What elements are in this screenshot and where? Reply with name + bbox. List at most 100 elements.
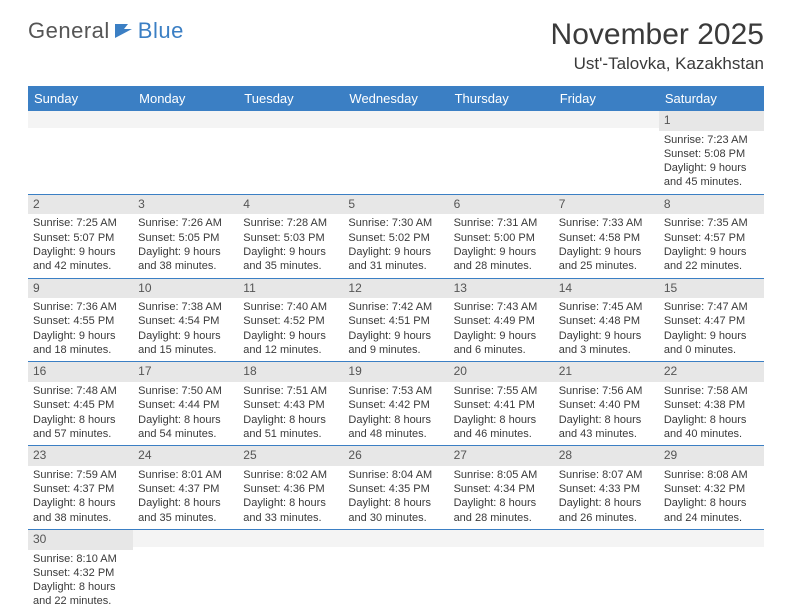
day-details: Sunrise: 7:50 AMSunset: 4:44 PMDaylight:…	[133, 382, 238, 445]
flag-icon	[114, 22, 136, 40]
calendar-cell: 2Sunrise: 7:25 AMSunset: 5:07 PMDaylight…	[28, 194, 133, 278]
empty-day-header	[659, 530, 764, 547]
day-number: 7	[554, 195, 659, 215]
daylight-text: Daylight: 9 hours and 6 minutes.	[454, 329, 549, 358]
sunrise-text: Sunrise: 7:23 AM	[664, 133, 759, 147]
day-details: Sunrise: 7:28 AMSunset: 5:03 PMDaylight:…	[238, 214, 343, 277]
sunrise-text: Sunrise: 8:02 AM	[243, 468, 338, 482]
daylight-text: Daylight: 8 hours and 24 minutes.	[664, 496, 759, 525]
day-number: 8	[659, 195, 764, 215]
calendar-week-row: 1Sunrise: 7:23 AMSunset: 5:08 PMDaylight…	[28, 111, 764, 194]
sunset-text: Sunset: 4:47 PM	[664, 314, 759, 328]
day-details: Sunrise: 7:56 AMSunset: 4:40 PMDaylight:…	[554, 382, 659, 445]
daylight-text: Daylight: 8 hours and 40 minutes.	[664, 413, 759, 442]
sunset-text: Sunset: 5:05 PM	[138, 231, 233, 245]
sunrise-text: Sunrise: 8:10 AM	[33, 552, 128, 566]
day-number: 25	[238, 446, 343, 466]
calendar-cell: 26Sunrise: 8:04 AMSunset: 4:35 PMDayligh…	[343, 446, 448, 530]
day-number: 1	[659, 111, 764, 131]
daylight-text: Daylight: 9 hours and 35 minutes.	[243, 245, 338, 274]
daylight-text: Daylight: 8 hours and 57 minutes.	[33, 413, 128, 442]
daylight-text: Daylight: 8 hours and 38 minutes.	[33, 496, 128, 525]
day-details: Sunrise: 8:05 AMSunset: 4:34 PMDaylight:…	[449, 466, 554, 529]
day-number: 10	[133, 279, 238, 299]
calendar-cell: 5Sunrise: 7:30 AMSunset: 5:02 PMDaylight…	[343, 194, 448, 278]
calendar-cell: 30Sunrise: 8:10 AMSunset: 4:32 PMDayligh…	[28, 529, 133, 612]
day-details: Sunrise: 7:38 AMSunset: 4:54 PMDaylight:…	[133, 298, 238, 361]
weekday-header: Saturday	[659, 86, 764, 111]
day-number: 9	[28, 279, 133, 299]
day-number: 14	[554, 279, 659, 299]
sunrise-text: Sunrise: 7:47 AM	[664, 300, 759, 314]
sunset-text: Sunset: 4:49 PM	[454, 314, 549, 328]
day-number: 6	[449, 195, 554, 215]
day-number: 2	[28, 195, 133, 215]
sunset-text: Sunset: 4:35 PM	[348, 482, 443, 496]
weekday-header: Friday	[554, 86, 659, 111]
sunset-text: Sunset: 4:57 PM	[664, 231, 759, 245]
calendar-cell: 27Sunrise: 8:05 AMSunset: 4:34 PMDayligh…	[449, 446, 554, 530]
day-details: Sunrise: 7:48 AMSunset: 4:45 PMDaylight:…	[28, 382, 133, 445]
sunrise-text: Sunrise: 7:35 AM	[664, 216, 759, 230]
calendar-cell: 23Sunrise: 7:59 AMSunset: 4:37 PMDayligh…	[28, 446, 133, 530]
daylight-text: Daylight: 8 hours and 35 minutes.	[138, 496, 233, 525]
weekday-header: Tuesday	[238, 86, 343, 111]
day-number: 3	[133, 195, 238, 215]
empty-day-header	[28, 111, 133, 128]
sunset-text: Sunset: 4:37 PM	[138, 482, 233, 496]
calendar-cell: 20Sunrise: 7:55 AMSunset: 4:41 PMDayligh…	[449, 362, 554, 446]
calendar-cell	[449, 111, 554, 194]
calendar-cell	[238, 529, 343, 612]
sunset-text: Sunset: 5:08 PM	[664, 147, 759, 161]
day-details: Sunrise: 8:02 AMSunset: 4:36 PMDaylight:…	[238, 466, 343, 529]
day-details: Sunrise: 7:23 AMSunset: 5:08 PMDaylight:…	[659, 131, 764, 194]
calendar-cell	[449, 529, 554, 612]
calendar-cell	[659, 529, 764, 612]
sunset-text: Sunset: 4:34 PM	[454, 482, 549, 496]
day-number: 22	[659, 362, 764, 382]
day-number: 23	[28, 446, 133, 466]
calendar-cell: 19Sunrise: 7:53 AMSunset: 4:42 PMDayligh…	[343, 362, 448, 446]
sunset-text: Sunset: 4:55 PM	[33, 314, 128, 328]
sunrise-text: Sunrise: 7:59 AM	[33, 468, 128, 482]
daylight-text: Daylight: 8 hours and 28 minutes.	[454, 496, 549, 525]
calendar-cell: 15Sunrise: 7:47 AMSunset: 4:47 PMDayligh…	[659, 278, 764, 362]
day-details: Sunrise: 7:33 AMSunset: 4:58 PMDaylight:…	[554, 214, 659, 277]
calendar-cell: 9Sunrise: 7:36 AMSunset: 4:55 PMDaylight…	[28, 278, 133, 362]
sunset-text: Sunset: 4:52 PM	[243, 314, 338, 328]
sunrise-text: Sunrise: 8:01 AM	[138, 468, 233, 482]
month-title: November 2025	[551, 18, 764, 52]
sunset-text: Sunset: 4:36 PM	[243, 482, 338, 496]
day-number: 16	[28, 362, 133, 382]
sunset-text: Sunset: 4:40 PM	[559, 398, 654, 412]
sunset-text: Sunset: 4:41 PM	[454, 398, 549, 412]
weekday-header: Monday	[133, 86, 238, 111]
day-number: 20	[449, 362, 554, 382]
calendar-cell	[343, 529, 448, 612]
daylight-text: Daylight: 9 hours and 45 minutes.	[664, 161, 759, 190]
day-number: 26	[343, 446, 448, 466]
day-details: Sunrise: 7:31 AMSunset: 5:00 PMDaylight:…	[449, 214, 554, 277]
calendar-cell: 21Sunrise: 7:56 AMSunset: 4:40 PMDayligh…	[554, 362, 659, 446]
day-details: Sunrise: 8:10 AMSunset: 4:32 PMDaylight:…	[28, 550, 133, 613]
daylight-text: Daylight: 9 hours and 0 minutes.	[664, 329, 759, 358]
day-number: 30	[28, 530, 133, 550]
calendar-cell: 8Sunrise: 7:35 AMSunset: 4:57 PMDaylight…	[659, 194, 764, 278]
day-number: 11	[238, 279, 343, 299]
calendar-cell	[554, 111, 659, 194]
sunrise-text: Sunrise: 7:33 AM	[559, 216, 654, 230]
sunrise-text: Sunrise: 7:43 AM	[454, 300, 549, 314]
sunrise-text: Sunrise: 8:07 AM	[559, 468, 654, 482]
calendar-cell	[238, 111, 343, 194]
day-details: Sunrise: 7:47 AMSunset: 4:47 PMDaylight:…	[659, 298, 764, 361]
daylight-text: Daylight: 9 hours and 9 minutes.	[348, 329, 443, 358]
location: Ust'-Talovka, Kazakhstan	[551, 54, 764, 74]
daylight-text: Daylight: 8 hours and 33 minutes.	[243, 496, 338, 525]
calendar-cell	[133, 111, 238, 194]
logo: General Blue	[28, 18, 184, 44]
sunset-text: Sunset: 4:54 PM	[138, 314, 233, 328]
sunset-text: Sunset: 4:51 PM	[348, 314, 443, 328]
day-number: 17	[133, 362, 238, 382]
day-details: Sunrise: 7:40 AMSunset: 4:52 PMDaylight:…	[238, 298, 343, 361]
day-details: Sunrise: 8:01 AMSunset: 4:37 PMDaylight:…	[133, 466, 238, 529]
